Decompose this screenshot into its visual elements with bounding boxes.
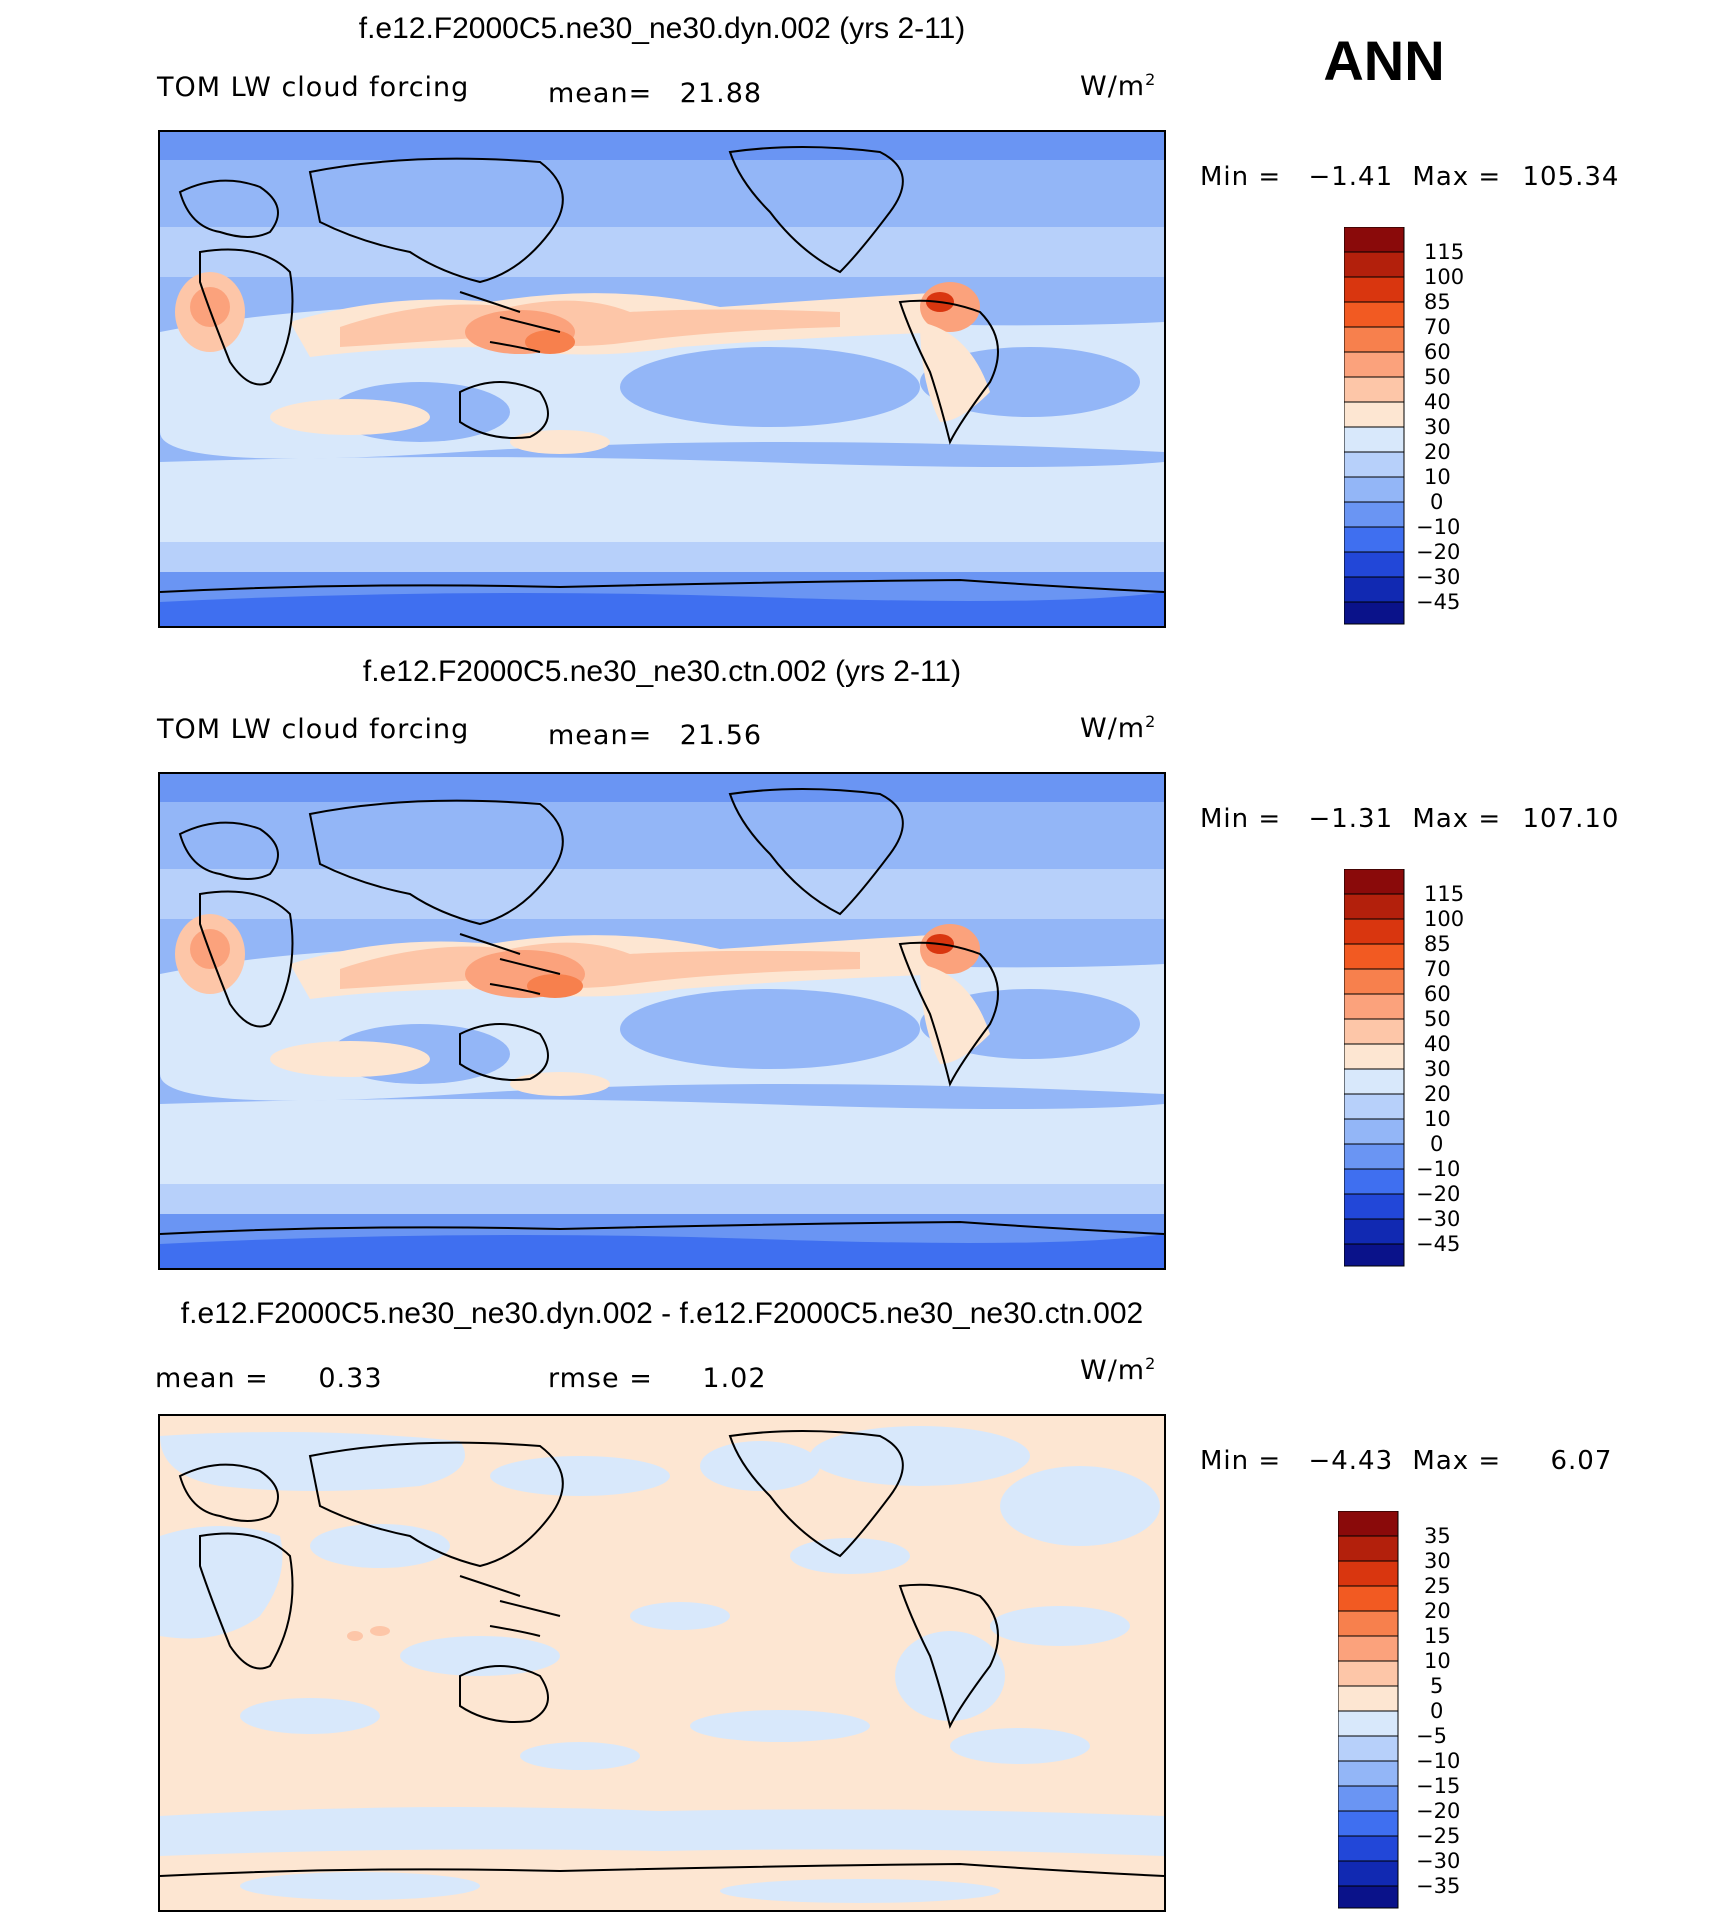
panel-2-cb-label-6: 40 — [1424, 1032, 1451, 1056]
panel-1-cb-label-0: 115 — [1424, 240, 1465, 264]
panel-3-cb-label-9: −10 — [1416, 1749, 1461, 1773]
panel-2-variable-label: TOM LW cloud forcing — [157, 714, 470, 745]
panel-2-colorbar: 115 100 85 70 60 50 40 30 20 10 0 −10 −2… — [1343, 868, 1464, 1272]
panel-3-cb-label-0: 35 — [1424, 1524, 1451, 1548]
panel-3-unit: W/m2 — [1080, 1354, 1157, 1386]
panel-3-mean-value: 0.33 — [318, 1363, 383, 1394]
panel-2-minmax: Min = −1.31 Max = 107.10 — [1200, 804, 1619, 834]
panel-1-cb-label-2: 85 — [1424, 290, 1451, 314]
panel-3-cb-label-10: −15 — [1416, 1774, 1461, 1798]
panel-1-min-label: Min = — [1200, 162, 1282, 192]
panel-1-cb-label-8: 20 — [1424, 440, 1451, 464]
panel-3-colorbar-swatches — [1337, 1510, 1399, 1909]
panel-3-map — [158, 1414, 1166, 1912]
panel-1-cb-label-11: −10 — [1416, 515, 1461, 539]
panel-1-cb-label-12: −20 — [1416, 540, 1461, 564]
panel-2-cb-label-8: 20 — [1424, 1082, 1451, 1106]
panel-1-mean-value: 21.88 — [679, 78, 763, 109]
panel-2-cb-label-1: 100 — [1424, 907, 1465, 931]
panel-3-max-value: 6.07 — [1550, 1446, 1613, 1476]
panel-3-min-value: −4.43 — [1308, 1446, 1394, 1476]
panel-1-minmax: Min = −1.41 Max = 105.34 — [1200, 162, 1619, 192]
panel-1-cb-label-5: 50 — [1424, 365, 1451, 389]
panel-2-min-value: −1.31 — [1308, 804, 1394, 834]
panel-2-colorbar-swatches — [1343, 868, 1405, 1267]
panel-3-cb-label-8: −5 — [1416, 1724, 1447, 1748]
panel-1-cb-label-4: 60 — [1424, 340, 1451, 364]
panel-2-title: f.e12.F2000C5.ne30_ne30.ctn.002 (yrs 2-1… — [362, 655, 962, 688]
panel-3-mean: mean = 0.33 — [155, 1363, 383, 1394]
panel-3-title: f.e12.F2000C5.ne30_ne30.dyn.002 - f.e12.… — [180, 1297, 1144, 1330]
panel-2-unit: W/m2 — [1080, 712, 1157, 744]
panel-3-rmse-label: rmse = — [548, 1363, 653, 1394]
panel-3-cb-label-13: −30 — [1416, 1849, 1461, 1873]
panel-1-unit: W/m2 — [1080, 70, 1157, 102]
panel-1-cb-label-6: 40 — [1424, 390, 1451, 414]
panel-2-cb-label-0: 115 — [1424, 882, 1465, 906]
panel-1-cb-label-13: −30 — [1416, 565, 1461, 589]
panel-3-cb-label-6: 5 — [1430, 1674, 1444, 1698]
panel-1-max-label: Max = — [1412, 162, 1502, 192]
panel-1-variable-label: TOM LW cloud forcing — [157, 72, 470, 103]
panel-3-cb-label-11: −20 — [1416, 1799, 1461, 1823]
panel-2-max-label: Max = — [1412, 804, 1502, 834]
panel-1-map — [158, 130, 1166, 628]
panel-2-map — [158, 772, 1166, 1270]
panel-3-minmax: Min = −4.43 Max = 6.07 — [1200, 1446, 1612, 1476]
panel-1-cb-label-14: −45 — [1416, 590, 1461, 614]
panel-2-cb-label-3: 70 — [1424, 957, 1451, 981]
panel-1-cb-label-7: 30 — [1424, 415, 1451, 439]
panel-2-mean: mean= 21.56 — [548, 720, 762, 751]
panel-3-min-label: Min = — [1200, 1446, 1282, 1476]
panel-1-title: f.e12.F2000C5.ne30_ne30.dyn.002 (yrs 2-1… — [358, 12, 966, 45]
panel-1-cb-label-10: 0 — [1430, 490, 1444, 514]
panel-3-cb-label-4: 15 — [1424, 1624, 1451, 1648]
panel-2-mean-value: 21.56 — [679, 720, 763, 751]
panel-1-mean-label: mean= — [548, 78, 653, 109]
panel-2-cb-label-2: 85 — [1424, 932, 1451, 956]
panel-2-cb-label-14: −45 — [1416, 1232, 1461, 1256]
panel-2-cb-label-4: 60 — [1424, 982, 1451, 1006]
panel-3-rmse-value: 1.02 — [702, 1363, 767, 1394]
panel-1-colorbar: 115 100 85 70 60 50 40 30 20 10 0 −10 −2… — [1343, 226, 1464, 630]
panel-3-max-label: Max = — [1412, 1446, 1502, 1476]
panel-3-cb-label-12: −25 — [1416, 1824, 1461, 1848]
panel-2-cb-label-10: 0 — [1430, 1132, 1444, 1156]
panel-3-cb-label-3: 20 — [1424, 1599, 1451, 1623]
panel-3-colorbar: 35 30 25 20 15 10 5 0 −5 −10 −15 −20 −25… — [1337, 1510, 1460, 1914]
panel-2-min-label: Min = — [1200, 804, 1282, 834]
panel-2-cb-label-5: 50 — [1424, 1007, 1451, 1031]
panel-2-cb-label-11: −10 — [1416, 1157, 1461, 1181]
panel-1-cb-label-3: 70 — [1424, 315, 1451, 339]
panel-2-cb-label-9: 10 — [1424, 1107, 1451, 1131]
panel-3-cb-label-5: 10 — [1424, 1649, 1451, 1673]
panel-3-rmse: rmse = 1.02 — [548, 1363, 767, 1394]
panel-1-mean: mean= 21.88 — [548, 78, 762, 109]
panel-2-cb-label-7: 30 — [1424, 1057, 1451, 1081]
panel-3-cb-label-1: 30 — [1424, 1549, 1451, 1573]
panel-3-cb-label-14: −35 — [1416, 1874, 1461, 1898]
panel-2-cb-label-13: −30 — [1416, 1207, 1461, 1231]
panel-1-cb-label-1: 100 — [1424, 265, 1465, 289]
season-label: ANN — [1323, 29, 1445, 92]
panel-1-min-value: −1.41 — [1308, 162, 1394, 192]
panel-2-mean-label: mean= — [548, 720, 653, 751]
panel-1-max-value: 105.34 — [1522, 162, 1620, 192]
panel-1-cb-label-9: 10 — [1424, 465, 1451, 489]
panel-2-max-value: 107.10 — [1522, 804, 1620, 834]
panel-3-mean-label: mean = — [155, 1363, 269, 1394]
panel-3-cb-label-7: 0 — [1430, 1699, 1444, 1723]
panel-2-cb-label-12: −20 — [1416, 1182, 1461, 1206]
panel-3-cb-label-2: 25 — [1424, 1574, 1451, 1598]
panel-1-colorbar-swatches — [1343, 226, 1405, 625]
